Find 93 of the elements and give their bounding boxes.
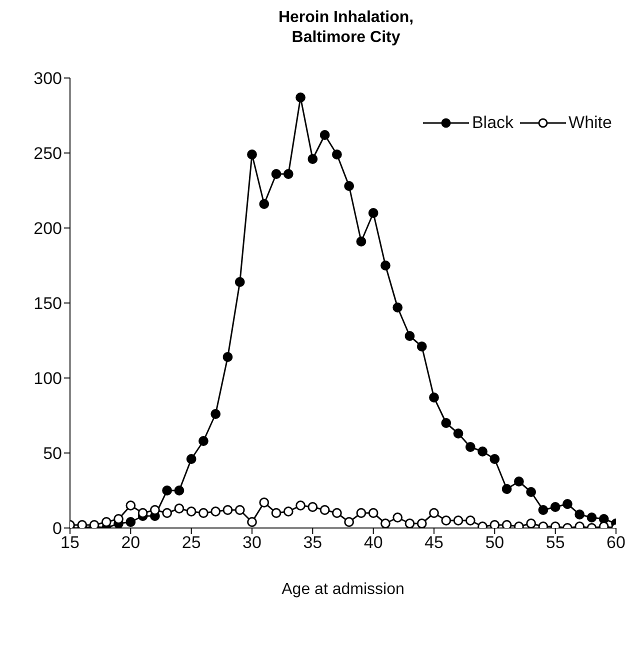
point xyxy=(247,150,257,160)
point xyxy=(138,508,148,518)
legend-label: Black xyxy=(472,113,514,133)
point xyxy=(490,454,500,464)
point xyxy=(404,331,415,341)
point xyxy=(478,446,488,456)
point xyxy=(271,508,282,518)
point xyxy=(368,508,378,518)
point xyxy=(514,476,524,486)
point xyxy=(320,130,330,140)
point xyxy=(186,454,196,464)
point xyxy=(502,520,512,528)
point xyxy=(126,517,136,527)
point xyxy=(234,277,245,287)
y-tick-label: 200 xyxy=(34,219,62,238)
x-tick-label: 30 xyxy=(242,533,262,552)
point xyxy=(526,518,536,528)
point xyxy=(174,486,184,496)
x-tick-label: 55 xyxy=(546,533,565,552)
point xyxy=(150,505,160,515)
point xyxy=(320,505,330,515)
point xyxy=(332,150,342,160)
point xyxy=(174,504,184,514)
point xyxy=(416,518,427,528)
point xyxy=(234,505,245,515)
point xyxy=(296,500,306,510)
point xyxy=(490,520,500,528)
chart-title: Heroin Inhalation, Baltimore City xyxy=(277,8,415,48)
point xyxy=(392,512,403,522)
y-tick-label: 50 xyxy=(43,444,62,464)
point xyxy=(259,498,270,508)
point xyxy=(441,516,452,526)
point xyxy=(101,517,112,527)
point xyxy=(429,392,439,402)
point xyxy=(380,260,390,270)
point xyxy=(562,499,572,509)
x-tick-label: 40 xyxy=(364,533,383,552)
point xyxy=(356,236,366,246)
x-tick-label: 15 xyxy=(60,533,80,552)
point xyxy=(453,516,464,526)
legend-label: White xyxy=(568,113,612,133)
point xyxy=(271,169,282,179)
point xyxy=(77,520,88,528)
point xyxy=(368,208,378,218)
point xyxy=(453,428,464,438)
point xyxy=(574,510,585,520)
point xyxy=(465,516,476,526)
point xyxy=(465,442,476,452)
point xyxy=(502,484,512,494)
point xyxy=(356,508,366,518)
point xyxy=(550,502,560,512)
point xyxy=(404,518,415,528)
point xyxy=(296,92,306,102)
x-tick-label: 25 xyxy=(182,533,201,552)
point xyxy=(210,409,221,419)
point xyxy=(198,436,208,446)
point xyxy=(538,505,548,515)
y-tick-label: 100 xyxy=(34,369,62,388)
y-tick-label: 150 xyxy=(34,294,62,314)
point xyxy=(586,512,597,522)
point xyxy=(259,199,270,209)
point xyxy=(441,418,452,428)
point xyxy=(308,154,318,164)
y-tick-label: 0 xyxy=(52,519,62,538)
point xyxy=(222,352,233,362)
point xyxy=(162,486,172,496)
point xyxy=(380,518,390,528)
point xyxy=(198,508,208,518)
y-tick-label: 300 xyxy=(34,69,62,88)
point xyxy=(392,302,403,312)
point xyxy=(162,508,172,518)
x-tick-label: 45 xyxy=(424,533,444,552)
point xyxy=(332,508,342,518)
point xyxy=(283,506,294,516)
point xyxy=(344,517,354,527)
point xyxy=(186,506,196,516)
point xyxy=(526,487,536,497)
x-tick-label: 60 xyxy=(606,533,626,552)
point xyxy=(344,181,354,191)
point xyxy=(308,502,318,512)
point xyxy=(429,508,439,518)
x-tick-label: 20 xyxy=(121,533,140,552)
point xyxy=(247,517,257,527)
point xyxy=(126,500,136,510)
point xyxy=(222,505,233,515)
y-tick-label: 250 xyxy=(34,144,62,164)
point xyxy=(416,342,427,352)
x-tick-label: 50 xyxy=(485,533,504,552)
x-axis-title: Age at admission xyxy=(282,581,404,598)
x-tick-label: 35 xyxy=(303,533,322,552)
point xyxy=(210,506,221,516)
point xyxy=(114,514,124,524)
point xyxy=(283,169,294,179)
